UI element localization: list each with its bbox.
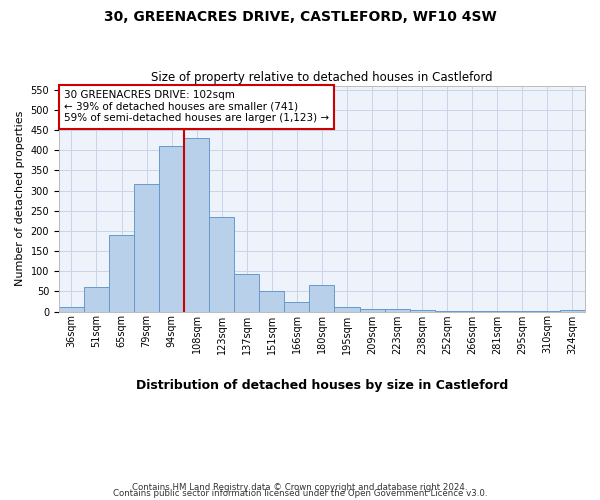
Bar — [234, 274, 259, 312]
Bar — [59, 308, 84, 312]
Bar — [159, 146, 184, 312]
Text: Distribution of detached houses by size in Castleford: Distribution of detached houses by size … — [136, 379, 508, 392]
Title: Size of property relative to detached houses in Castleford: Size of property relative to detached ho… — [151, 72, 493, 85]
Bar — [310, 286, 334, 312]
Bar — [560, 310, 585, 312]
Bar — [434, 310, 460, 312]
Text: 30, GREENACRES DRIVE, CASTLEFORD, WF10 4SW: 30, GREENACRES DRIVE, CASTLEFORD, WF10 4… — [104, 10, 496, 24]
Bar — [259, 290, 284, 312]
Bar — [109, 235, 134, 312]
Y-axis label: Number of detached properties: Number of detached properties — [15, 111, 25, 286]
Bar — [359, 308, 385, 312]
Bar — [284, 302, 310, 312]
Bar — [410, 310, 434, 312]
Bar — [209, 216, 234, 312]
Text: 30 GREENACRES DRIVE: 102sqm
← 39% of detached houses are smaller (741)
59% of se: 30 GREENACRES DRIVE: 102sqm ← 39% of det… — [64, 90, 329, 124]
Text: Contains public sector information licensed under the Open Government Licence v3: Contains public sector information licen… — [113, 490, 487, 498]
Bar — [134, 184, 159, 312]
Bar — [184, 138, 209, 312]
Bar — [385, 310, 410, 312]
Text: Contains HM Land Registry data © Crown copyright and database right 2024.: Contains HM Land Registry data © Crown c… — [132, 484, 468, 492]
Bar — [334, 308, 359, 312]
Bar — [84, 288, 109, 312]
